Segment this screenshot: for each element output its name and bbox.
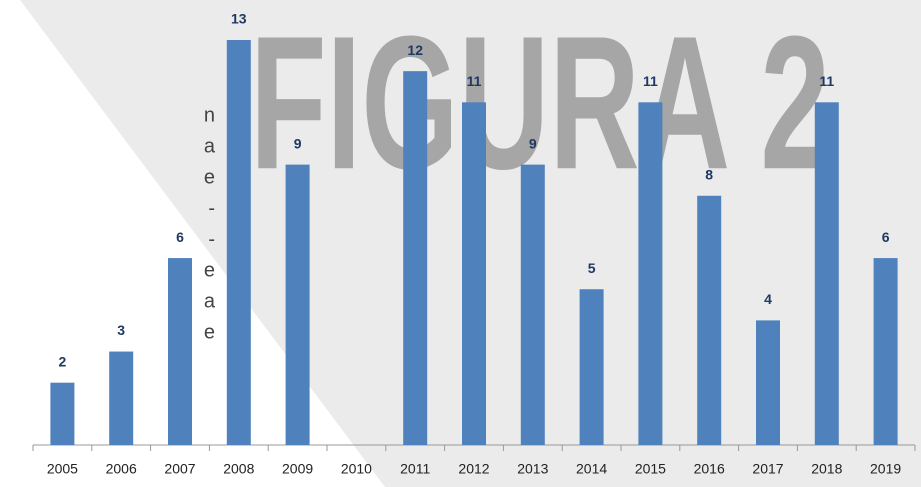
bar bbox=[403, 71, 428, 446]
bar bbox=[109, 351, 134, 445]
value-label: 4 bbox=[764, 291, 772, 307]
bar bbox=[226, 40, 251, 445]
bar bbox=[638, 102, 663, 446]
x-tick-label: 2013 bbox=[517, 461, 548, 477]
x-tick-label: 2017 bbox=[752, 461, 783, 477]
side-text: e bbox=[204, 166, 215, 188]
bar bbox=[462, 102, 486, 446]
x-tick-label: 2010 bbox=[341, 461, 372, 477]
side-text: - bbox=[208, 197, 215, 219]
value-label: 9 bbox=[294, 135, 302, 151]
x-tick-label: 2012 bbox=[458, 461, 489, 477]
value-label: 5 bbox=[588, 260, 596, 276]
side-text: e bbox=[204, 321, 215, 343]
value-label: 11 bbox=[643, 73, 658, 89]
x-tick-label: 2005 bbox=[47, 461, 78, 477]
x-tick-label: 2011 bbox=[400, 461, 430, 477]
side-text: e bbox=[204, 259, 215, 281]
bar bbox=[579, 289, 604, 445]
side-text: a bbox=[204, 135, 216, 157]
bar bbox=[520, 164, 545, 445]
x-tick-label: 2015 bbox=[635, 461, 666, 477]
value-label: 11 bbox=[819, 73, 834, 89]
bar bbox=[50, 382, 75, 445]
x-tick-label: 2014 bbox=[576, 461, 607, 477]
value-label: 11 bbox=[467, 73, 482, 89]
value-label: 2 bbox=[59, 353, 67, 369]
value-label: 12 bbox=[407, 42, 423, 58]
bar bbox=[873, 258, 898, 445]
side-text: - bbox=[208, 228, 215, 250]
x-tick-label: 2008 bbox=[223, 461, 254, 477]
x-tick-label: 2007 bbox=[164, 461, 195, 477]
bar bbox=[697, 195, 722, 445]
value-label: 6 bbox=[882, 229, 890, 245]
bar bbox=[285, 164, 310, 445]
side-text: n bbox=[204, 104, 215, 126]
value-label: 9 bbox=[529, 135, 537, 151]
x-tick-label: 2018 bbox=[811, 461, 842, 477]
x-tick-label: 2006 bbox=[106, 461, 137, 477]
value-label: 6 bbox=[176, 229, 184, 245]
x-tick-label: 2009 bbox=[282, 461, 313, 477]
bar bbox=[168, 258, 192, 445]
x-tick-label: 2019 bbox=[870, 461, 901, 477]
side-text: a bbox=[204, 290, 216, 312]
x-tick-label: 2016 bbox=[694, 461, 725, 477]
value-label: 13 bbox=[231, 11, 247, 27]
value-label: 8 bbox=[705, 166, 713, 182]
bar bbox=[756, 320, 780, 445]
bar bbox=[814, 102, 839, 446]
value-label: 3 bbox=[117, 322, 125, 338]
